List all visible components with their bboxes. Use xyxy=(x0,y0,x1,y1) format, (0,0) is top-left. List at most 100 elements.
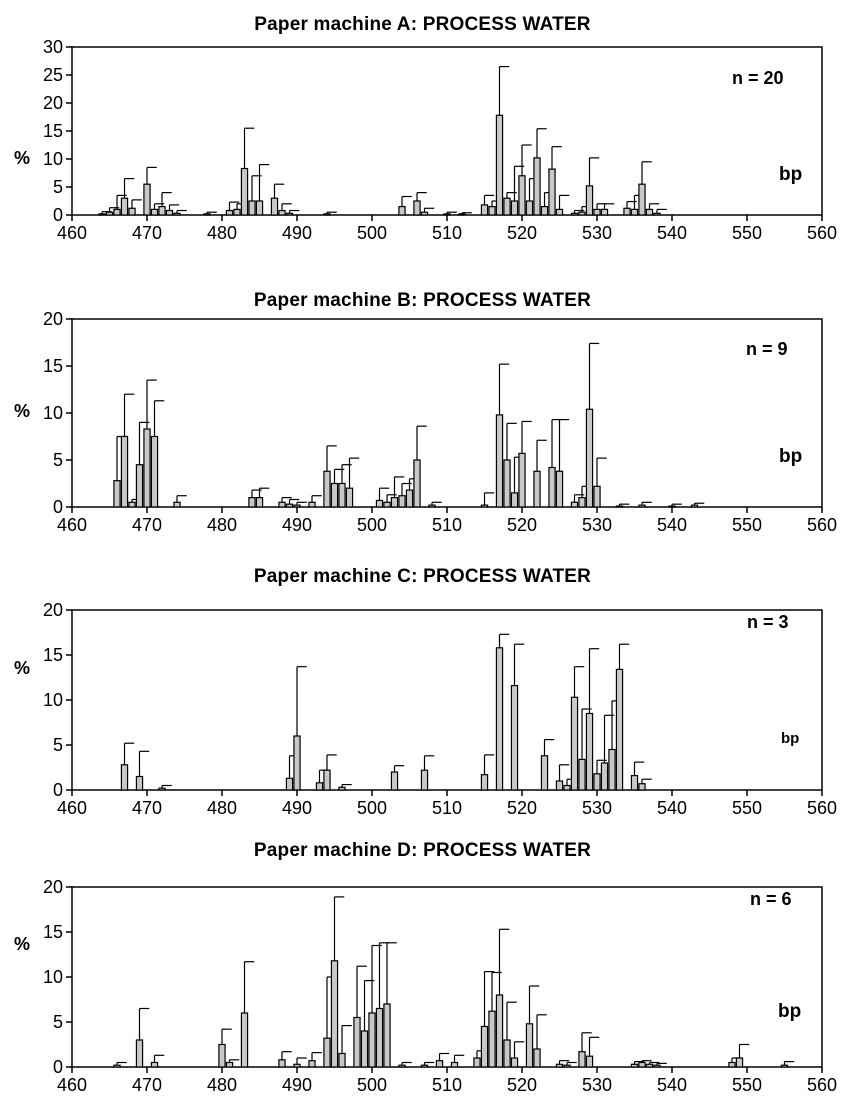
y-tick-label: 0 xyxy=(53,1057,63,1077)
bar xyxy=(630,208,639,216)
bar xyxy=(128,501,136,508)
bar xyxy=(323,213,331,216)
bar xyxy=(600,762,609,791)
y-tick-label: 10 xyxy=(43,967,63,987)
bar xyxy=(480,504,489,508)
y-axis-label: % xyxy=(14,148,31,168)
bar xyxy=(398,495,406,508)
bar xyxy=(495,414,504,508)
chart-title: Paper machine D: PROCESS WATER xyxy=(253,840,592,861)
bar xyxy=(315,782,324,791)
bar xyxy=(458,213,466,216)
chart-title: Paper machine A: PROCESS WATER xyxy=(254,14,591,35)
bar xyxy=(285,777,294,791)
bar xyxy=(495,114,504,216)
bar xyxy=(143,183,151,216)
x-tick-label: 480 xyxy=(207,223,237,243)
bar xyxy=(480,1025,489,1068)
y-tick-label: 15 xyxy=(43,356,63,376)
bar xyxy=(420,1064,429,1068)
bar xyxy=(420,769,429,791)
x-tick-label: 520 xyxy=(507,223,537,243)
bar xyxy=(578,1051,586,1068)
bar xyxy=(158,787,166,791)
bar xyxy=(135,775,144,791)
x-axis-label: bp xyxy=(779,164,803,185)
bar xyxy=(540,206,549,216)
y-tick-label: 5 xyxy=(53,735,63,755)
y-tick-label: 5 xyxy=(53,1012,63,1032)
bar xyxy=(323,769,331,791)
bar xyxy=(495,647,504,791)
bar xyxy=(653,212,661,216)
bar xyxy=(615,668,624,791)
y-tick-label: 10 xyxy=(43,403,63,423)
bar xyxy=(578,758,586,791)
y-tick-label: 20 xyxy=(43,309,63,329)
bar xyxy=(105,211,114,216)
bar xyxy=(540,755,549,791)
bar xyxy=(240,167,249,216)
chart-title: Paper machine C: PROCESS WATER xyxy=(253,566,592,587)
bar xyxy=(353,1016,361,1068)
bar xyxy=(398,1064,406,1068)
bar xyxy=(533,157,541,216)
bar xyxy=(473,1057,481,1068)
x-tick-label: 530 xyxy=(582,1075,612,1095)
chart-panel-b: Paper machine B: PROCESS WATER 0 5 10 15 20 4… xyxy=(0,278,845,540)
sample-size-label: n = 20 xyxy=(732,68,784,88)
x-tick-label: 530 xyxy=(582,223,612,243)
sample-size-label: n = 6 xyxy=(750,889,792,909)
bar xyxy=(585,408,594,508)
x-tick-label: 460 xyxy=(57,1075,87,1095)
bar xyxy=(630,775,639,791)
bar xyxy=(98,213,106,216)
bar xyxy=(525,1023,534,1068)
bar xyxy=(510,200,519,216)
x-tick-label: 550 xyxy=(732,515,762,535)
bar xyxy=(555,1063,564,1068)
x-tick-label: 540 xyxy=(657,223,687,243)
bar xyxy=(330,960,339,1068)
plot-frame xyxy=(71,609,823,791)
y-tick-label: 20 xyxy=(43,877,63,897)
bar xyxy=(398,206,406,216)
bar xyxy=(488,1010,496,1068)
bar xyxy=(503,459,511,508)
bar xyxy=(653,1064,661,1068)
bar xyxy=(383,1003,391,1068)
bar xyxy=(338,482,346,508)
bar xyxy=(555,470,564,508)
x-tick-label: 470 xyxy=(132,515,162,535)
bar xyxy=(585,712,594,791)
chart-panel-c: Paper machine C: PROCESS WATER 0 5 10 15 20 4… xyxy=(0,556,845,818)
x-tick-label: 480 xyxy=(207,1075,237,1095)
bar xyxy=(645,208,654,216)
bar xyxy=(510,492,519,508)
y-tick-label: 0 xyxy=(53,205,63,225)
bar xyxy=(638,1061,646,1068)
bar xyxy=(293,1063,301,1068)
y-tick-label: 10 xyxy=(43,690,63,710)
x-tick-label: 490 xyxy=(282,798,312,818)
bar xyxy=(533,1048,541,1068)
bar xyxy=(285,503,294,508)
bar xyxy=(113,1064,121,1068)
sample-size-label: n = 9 xyxy=(746,339,788,359)
bar xyxy=(113,208,121,216)
bar xyxy=(585,185,594,216)
bar xyxy=(593,208,601,216)
bar xyxy=(338,786,346,791)
bar xyxy=(390,771,399,791)
y-axis-label: % xyxy=(14,401,31,421)
y-tick-label: 15 xyxy=(43,645,63,665)
x-tick-label: 560 xyxy=(807,515,837,535)
x-axis-label: bp xyxy=(779,446,803,467)
y-tick-label: 0 xyxy=(53,780,63,800)
bar xyxy=(135,1039,144,1068)
bar xyxy=(120,764,129,791)
bar xyxy=(323,470,331,508)
x-tick-label: 480 xyxy=(207,798,237,818)
